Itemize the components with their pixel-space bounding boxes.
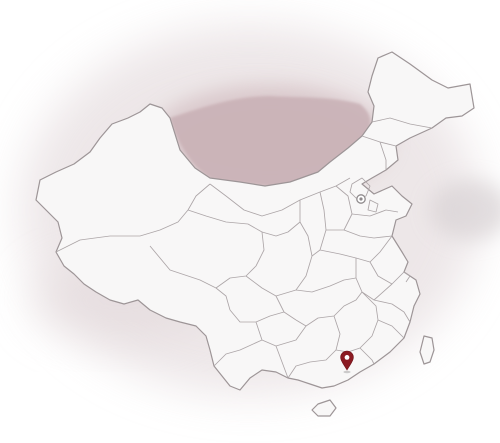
location-pin-icon[interactable] [340, 350, 354, 374]
taiwan-island [419, 335, 435, 365]
hainan-island [311, 399, 337, 417]
beijing-capital-marker [356, 194, 366, 204]
mongolia-shadow-region [170, 96, 371, 188]
province-boundaries [55, 117, 433, 379]
